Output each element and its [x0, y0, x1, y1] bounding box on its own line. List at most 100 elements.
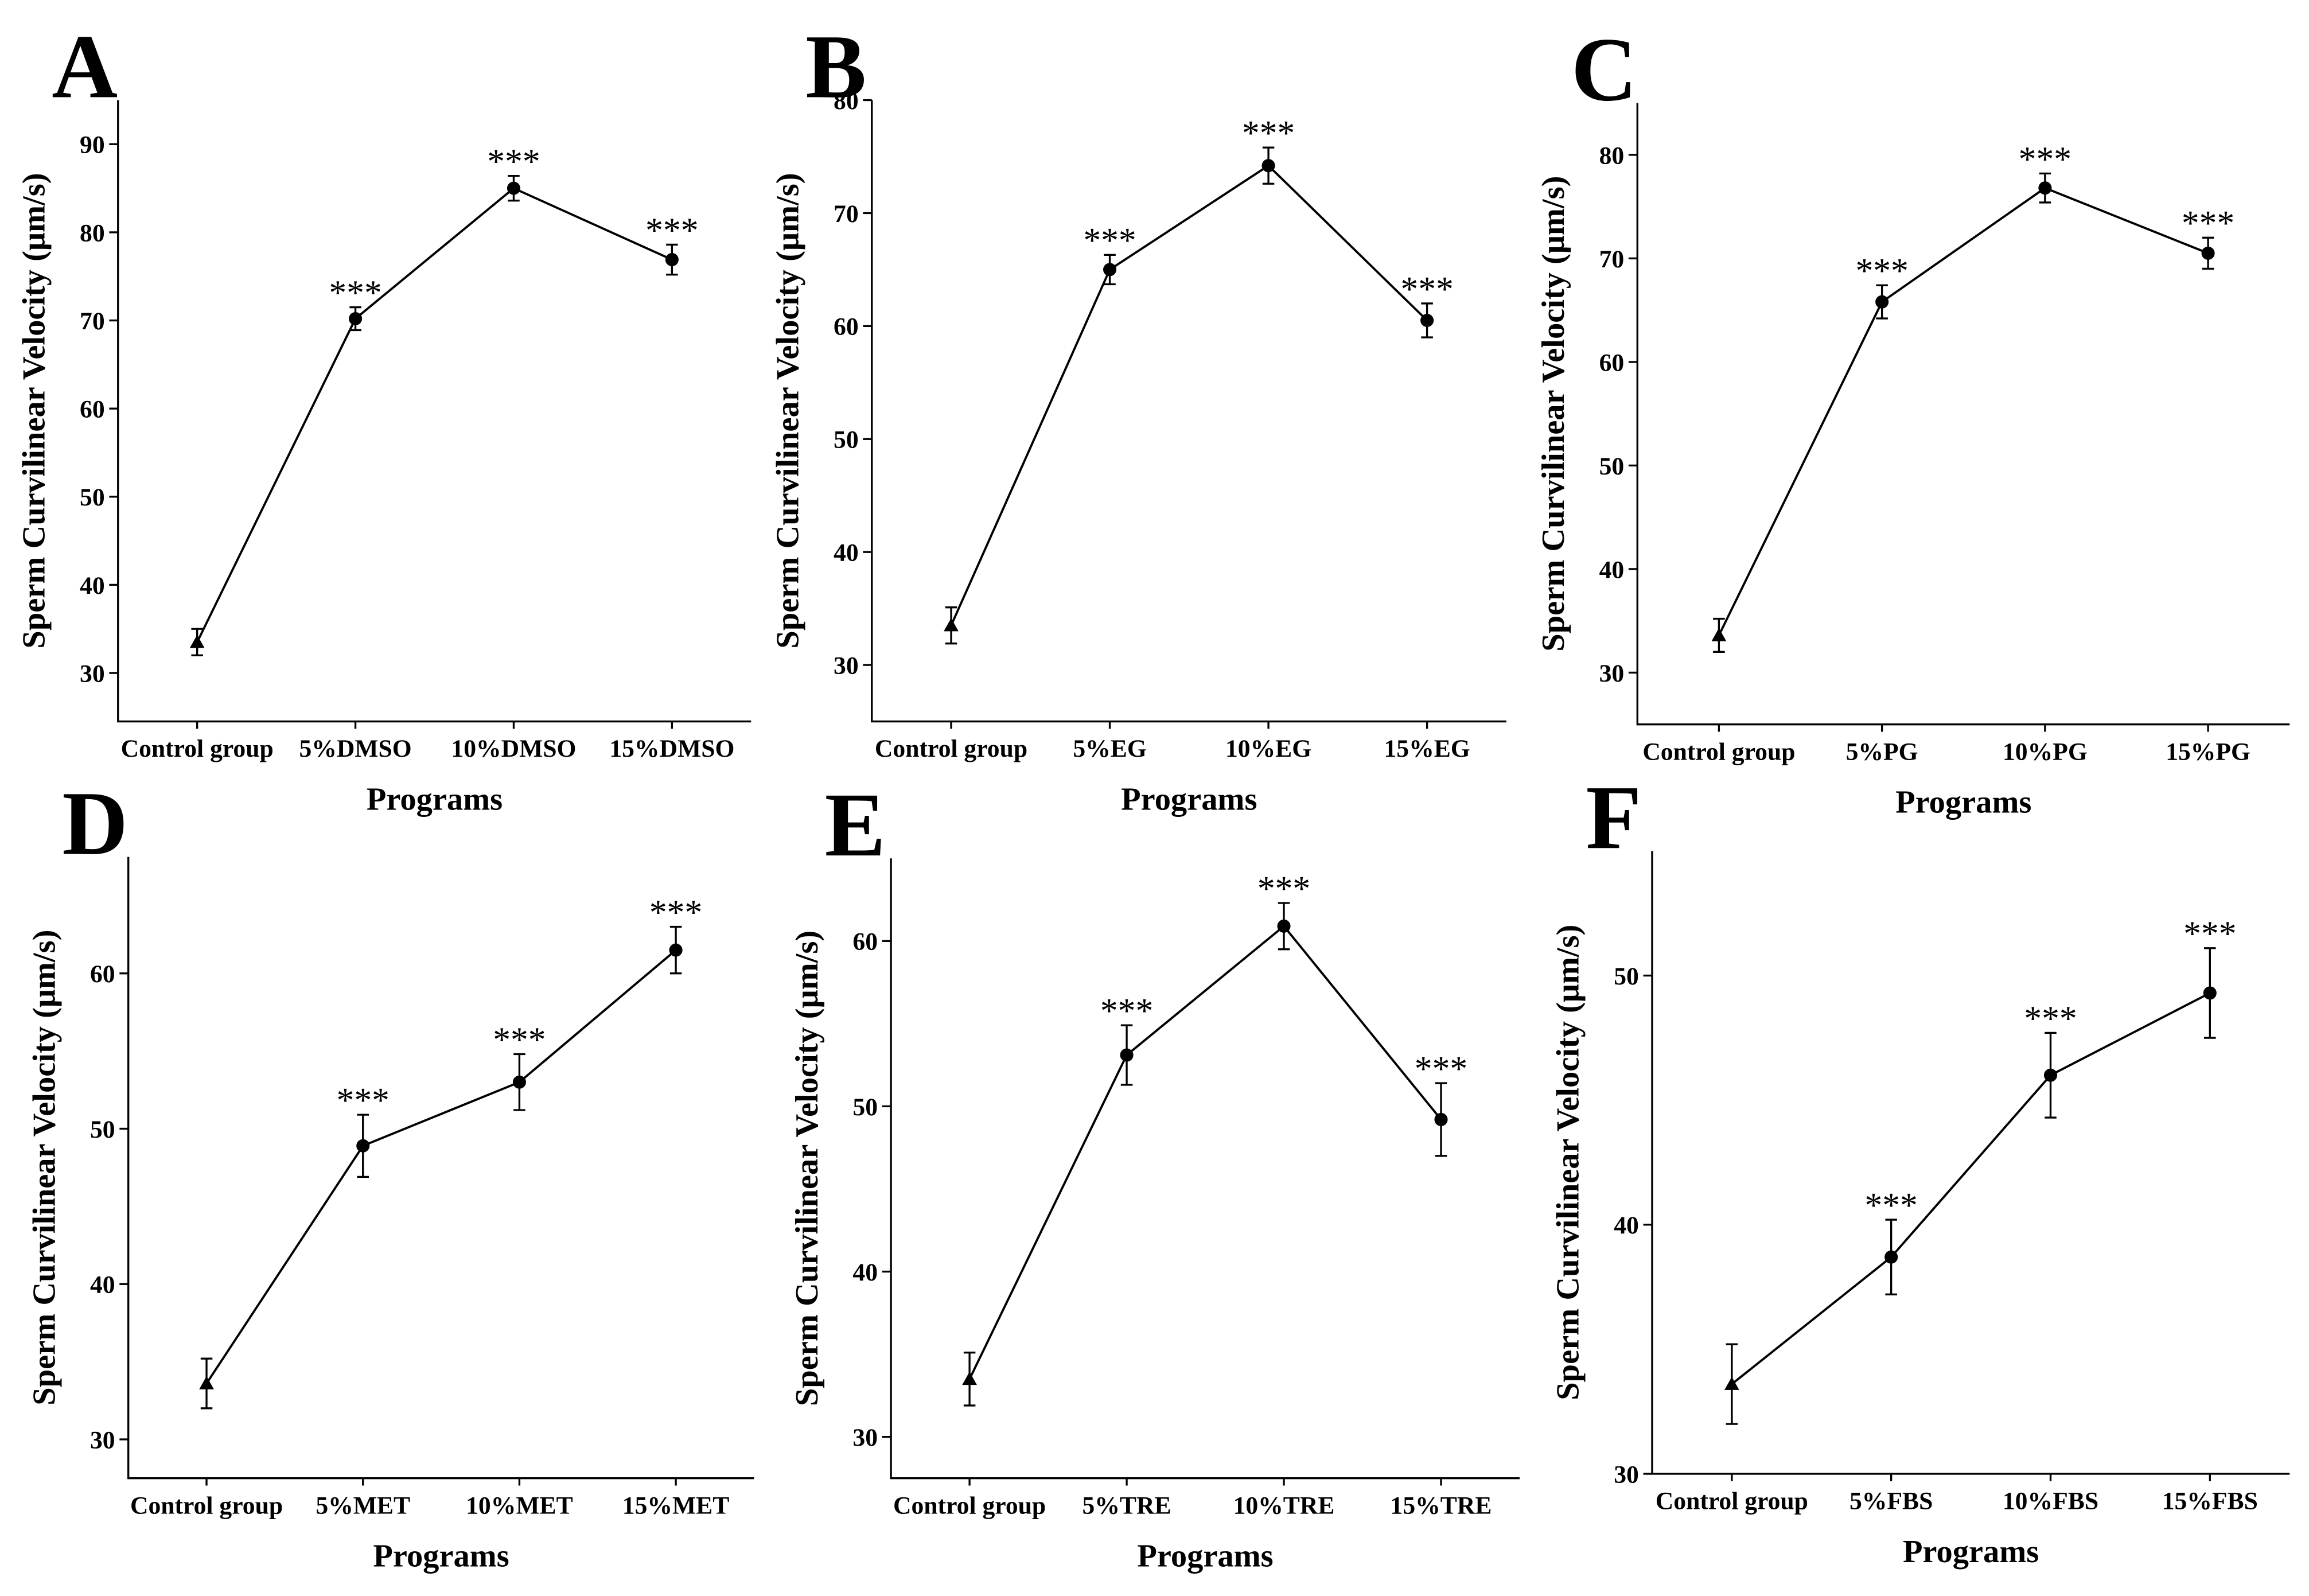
x-tick-label: 10%MET [466, 1492, 573, 1519]
y-tick-label: 30 [1599, 660, 1625, 687]
significance: *** [1242, 114, 1295, 153]
y-tick-label: 30 [90, 1426, 115, 1454]
significance: *** [2182, 204, 2234, 243]
x-tick-label: 15%TRE [1391, 1492, 1492, 1519]
y-tick-label: 60 [834, 313, 859, 341]
significance: *** [1257, 869, 1310, 908]
x-tick-label: 15%EG [1384, 735, 1470, 762]
y-tick-label: 60 [1599, 349, 1625, 376]
panel-label: B [805, 16, 866, 117]
y-tick-label: 30 [834, 652, 859, 679]
x-tick-label: 5%EG [1073, 735, 1146, 762]
marker [962, 1371, 977, 1385]
y-axis-label: Sperm Curvilinear Velocity (μm/s) [1551, 925, 1586, 1400]
x-tick-label: Control group [130, 1492, 283, 1519]
y-axis-label: Sperm Curvilinear Velocity (μm/s) [1536, 176, 1571, 652]
significance: *** [2024, 999, 2077, 1038]
axis [871, 100, 1506, 723]
x-axis-label: Programs [1895, 785, 2031, 820]
panel-label: E [825, 774, 886, 875]
y-tick-label: 60 [80, 396, 105, 423]
x-axis-label: Programs [1903, 1534, 2039, 1570]
panel-label: D [62, 773, 128, 874]
axis [117, 100, 752, 723]
y-tick-label: 40 [1599, 556, 1625, 583]
significance: *** [1400, 270, 1453, 309]
significance: *** [2019, 139, 2072, 178]
marker [944, 618, 959, 632]
significance: *** [2183, 914, 2236, 953]
axis [1636, 103, 2290, 726]
panel-chart: D Programs Sperm Curvilinear Velocity (μm/… [26, 773, 754, 1574]
x-axis-label: Programs [367, 782, 503, 818]
significance: *** [329, 273, 381, 312]
marker [512, 1075, 526, 1089]
y-tick-label: 70 [80, 307, 105, 335]
series-line [205, 949, 677, 1384]
marker [2203, 986, 2217, 1000]
significance: *** [337, 1081, 390, 1120]
x-tick-label: 15%FBS [2162, 1488, 2258, 1515]
x-tick-label: 5%PG [1846, 738, 1918, 765]
marker [1711, 628, 1727, 641]
significance: *** [493, 1020, 546, 1059]
x-tick-label: Control group [121, 735, 274, 762]
y-tick-label: 80 [80, 219, 105, 247]
y-tick-label: 40 [852, 1259, 878, 1286]
significance: *** [1100, 991, 1153, 1030]
x-axis-label: Programs [373, 1539, 509, 1574]
marker [1277, 919, 1291, 933]
marker [1434, 1112, 1448, 1127]
x-tick-label: 5%MET [316, 1492, 410, 1519]
x-tick-label: 5%DMSO [299, 735, 411, 762]
y-tick-label: 80 [1599, 142, 1625, 169]
y-tick-label: 90 [80, 131, 105, 159]
marker [665, 253, 679, 267]
y-tick-label: 40 [90, 1271, 115, 1299]
significance: *** [1083, 221, 1136, 260]
x-tick-label: 15%DMSO [609, 735, 734, 762]
marker [199, 1376, 214, 1389]
marker [2043, 1068, 2058, 1082]
significance: *** [1864, 1186, 1917, 1225]
marker [507, 181, 521, 195]
x-tick-label: Control group [1656, 1488, 1808, 1515]
marker [356, 1139, 370, 1153]
marker [1724, 1376, 1739, 1390]
panel-chart: F Programs Sperm Curvilinear Velocity (μm/… [1551, 767, 2290, 1570]
y-tick-label: 40 [80, 572, 105, 600]
marker [1261, 159, 1275, 173]
marker [1875, 295, 1889, 309]
marker [2038, 181, 2052, 195]
y-tick-label: 50 [90, 1116, 115, 1143]
y-tick-label: 40 [1614, 1212, 1639, 1239]
axis [127, 857, 754, 1480]
significance: *** [1415, 1049, 1467, 1088]
y-tick-label: 70 [834, 200, 859, 228]
y-tick-label: 30 [1614, 1461, 1639, 1488]
series-line [1718, 186, 2209, 636]
panel-chart: C Programs Sperm Curvilinear Velocity (μm/… [1536, 20, 2290, 820]
marker [189, 634, 205, 648]
y-tick-label: 60 [852, 928, 878, 956]
y-tick-label: 50 [834, 426, 859, 454]
marker [2201, 246, 2215, 260]
x-tick-label: 15%MET [622, 1492, 730, 1519]
series-line [196, 186, 673, 643]
y-tick-label: 40 [834, 539, 859, 567]
y-tick-label: 50 [852, 1093, 878, 1121]
significance: *** [1855, 251, 1908, 290]
x-axis-label: Programs [1121, 782, 1257, 818]
y-tick-label: 50 [1614, 963, 1639, 990]
y-tick-label: 50 [80, 484, 105, 511]
x-tick-label: 15%PG [2166, 738, 2250, 765]
y-tick-label: 60 [90, 960, 115, 988]
x-tick-label: 10%PG [2003, 738, 2088, 765]
x-tick-label: 5%TRE [1083, 1492, 1171, 1519]
x-tick-label: Control group [893, 1492, 1046, 1519]
panel-label: A [52, 16, 118, 117]
panel-label: C [1571, 20, 1637, 120]
x-tick-label: 10%DMSO [451, 735, 576, 762]
panel-label: F [1586, 767, 1641, 868]
